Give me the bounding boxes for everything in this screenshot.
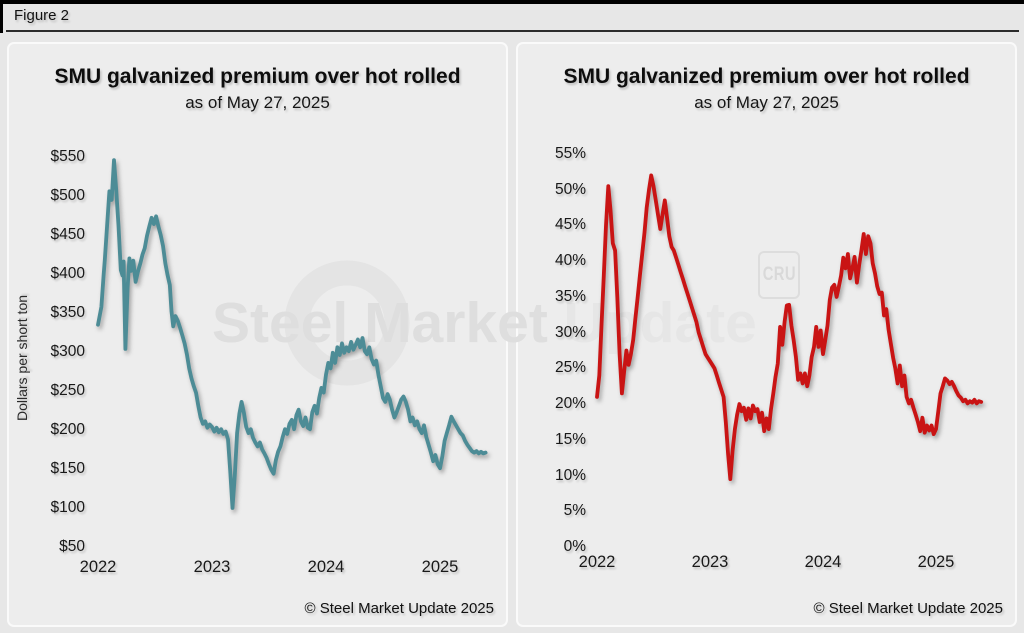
top-border xyxy=(0,0,1024,4)
y-tick-label: $300 xyxy=(50,343,85,360)
x-tick-label: 2025 xyxy=(917,553,955,571)
y-tick-label: 0% xyxy=(563,538,586,555)
x-tick-label: 2022 xyxy=(578,553,616,571)
figure-label: Figure 2 xyxy=(14,7,70,24)
x-tick-label: 2022 xyxy=(79,558,117,576)
copyright-text: © Steel Market Update 2025 xyxy=(304,600,495,617)
y-tick-label: 45% xyxy=(554,216,586,234)
y-tick-label: $200 xyxy=(50,421,85,438)
y-tick-label: $350 xyxy=(50,304,85,321)
x-tick-label: 2023 xyxy=(193,558,231,576)
y-tick-label: $250 xyxy=(50,382,85,399)
x-tick-label: 2023 xyxy=(691,553,729,571)
x-tick-label: 2024 xyxy=(804,553,842,571)
y-tick-label: 50% xyxy=(554,180,586,198)
y-tick-label: 10% xyxy=(554,466,586,484)
y-tick-label: $100 xyxy=(50,499,85,516)
y-tick-label: 55% xyxy=(554,144,586,162)
plot-area xyxy=(595,173,984,481)
y-tick-label: $50 xyxy=(59,538,85,555)
y-tick-label: $450 xyxy=(50,226,85,243)
y-tick-label: 30% xyxy=(554,323,586,341)
figure-underline xyxy=(6,30,1019,32)
premium-line xyxy=(595,173,984,481)
y-tick-label: 20% xyxy=(554,395,586,413)
chart-subtitle: as of May 27, 2025 xyxy=(185,93,330,112)
y-tick-label: 35% xyxy=(554,287,586,305)
chart-subtitle: as of May 27, 2025 xyxy=(694,93,839,112)
y-tick-label: 25% xyxy=(554,359,586,377)
y-tick-label: $150 xyxy=(50,460,85,477)
y-tick-label: 40% xyxy=(554,252,586,270)
premium-line xyxy=(96,158,488,510)
y-tick-label: $550 xyxy=(50,148,85,165)
cru-logo-watermark: CRU xyxy=(758,251,800,299)
y-tick-label: 5% xyxy=(563,502,586,520)
left-border-stub xyxy=(0,0,3,33)
chart-panel-dollars: SMU galvanized premium over hot rolled a… xyxy=(7,42,508,627)
y-tick-label: 15% xyxy=(554,430,586,448)
y-tick-label: $500 xyxy=(50,187,85,204)
copyright-text: © Steel Market Update 2025 xyxy=(813,600,1004,617)
chart-title: SMU galvanized premium over hot rolled xyxy=(54,65,461,88)
chart-panel-percent: SMU galvanized premium over hot rolled a… xyxy=(516,42,1017,627)
chart-title: SMU galvanized premium over hot rolled xyxy=(563,65,970,88)
x-tick-label: 2024 xyxy=(307,558,345,576)
x-tick-label: 2025 xyxy=(421,558,459,576)
y-tick-label: $400 xyxy=(50,265,85,282)
